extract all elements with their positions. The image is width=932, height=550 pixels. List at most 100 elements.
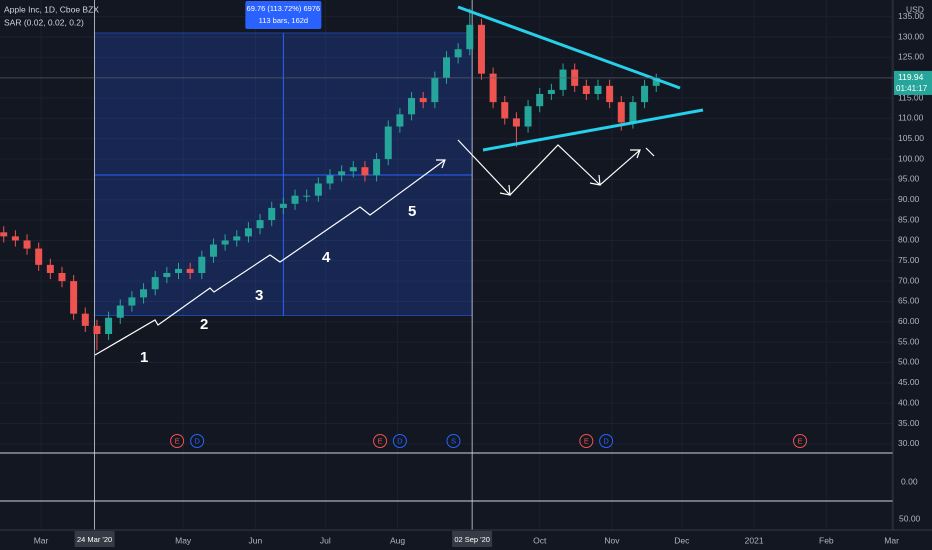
candle-body (326, 175, 334, 184)
y-tick-label: 135.00 (898, 11, 924, 21)
candle-body (93, 325, 101, 335)
crosshair-label: 24 Mar '20 (77, 535, 112, 544)
y-tick-label: 70.00 (898, 275, 920, 285)
x-tick-label: Oct (533, 535, 547, 545)
candle-body (512, 118, 520, 127)
candle-body (11, 236, 19, 241)
candle-body (559, 69, 567, 90)
y-tick-label: 55.00 (898, 336, 920, 346)
candle-body (116, 305, 124, 318)
candle-body (175, 268, 183, 273)
candle-body (198, 256, 206, 273)
candle-body (384, 126, 392, 160)
candle-body (314, 183, 322, 196)
crosshair-label-bg (452, 531, 493, 547)
wave-label: 5 (408, 203, 416, 220)
event-marker (793, 434, 808, 448)
event-label: D (397, 436, 403, 445)
candle-body (489, 73, 497, 103)
x-tick-label: Dec (674, 535, 690, 545)
event-marker (392, 434, 407, 448)
candle-body (256, 220, 264, 229)
arrow-head (436, 159, 446, 169)
candle-body (582, 85, 590, 94)
crosshair-label-bg (74, 531, 115, 547)
y-tick-label: 125.00 (898, 52, 924, 62)
y-tick-label: 65.00 (898, 296, 920, 306)
candle-body (128, 297, 136, 306)
candle-body (606, 85, 614, 103)
candle-body (105, 317, 113, 335)
zigzag (457, 139, 641, 196)
event-marker (579, 434, 594, 448)
candle-body (641, 85, 649, 103)
candle-body (396, 114, 404, 127)
y-tick-label: 80.00 (898, 235, 920, 245)
x-tick-label: Mar (884, 535, 899, 545)
candle-body (163, 272, 171, 278)
candle-body (81, 313, 89, 326)
trendline (482, 108, 704, 152)
x-tick-label: 2021 (745, 535, 764, 545)
y-tick-label: 40.00 (898, 397, 920, 407)
event-marker (446, 434, 461, 448)
y-tick-label: 100.00 (898, 153, 924, 163)
candle-body (233, 236, 241, 241)
pane-label: 50.00 (899, 513, 921, 523)
y-tick-label: 30.00 (898, 438, 920, 448)
candle-body (186, 268, 194, 273)
x-tick-label: Nov (604, 535, 620, 545)
trendline (457, 5, 681, 90)
y-tick-label: 85.00 (898, 214, 920, 224)
event-label: E (378, 436, 383, 445)
candle-body (244, 228, 252, 237)
arrow-head (630, 149, 641, 159)
arrow-stub (645, 147, 655, 157)
wave-label: 2 (200, 316, 208, 333)
candle-body (279, 203, 287, 208)
x-tick-label: May (175, 535, 192, 545)
x-tick-label: Jul (320, 535, 331, 545)
y-tick-label: 95.00 (898, 174, 920, 184)
candle-body (501, 102, 509, 119)
y-tick-label: 35.00 (898, 418, 920, 428)
candle-body (524, 106, 532, 127)
y-tick-label: 75.00 (898, 255, 920, 265)
currency: USD (906, 4, 924, 14)
measure-label: 113 bars, 162d (259, 16, 308, 25)
x-tick-label: Mar (34, 535, 49, 545)
wave-label: 1 (140, 349, 148, 366)
candle-body (373, 159, 381, 176)
event-label: E (584, 436, 589, 445)
event-marker (373, 434, 388, 448)
candle-body (629, 102, 637, 123)
event-label: S (451, 436, 456, 445)
candle-body (477, 24, 485, 74)
candle-body (291, 195, 299, 204)
x-tick-label: Jun (249, 535, 263, 545)
event-label: D (603, 436, 609, 445)
event-label: D (194, 436, 200, 445)
candle-body (419, 98, 427, 103)
candle-body (349, 167, 357, 172)
candle-body (303, 195, 311, 197)
measure-label-bg (245, 1, 322, 29)
candle-body (594, 85, 602, 94)
candle-body (0, 232, 8, 237)
candle-body (151, 277, 159, 290)
y-tick-label: 90.00 (898, 194, 920, 204)
y-tick-label: 130.00 (898, 31, 924, 41)
y-tick-label: 50.00 (898, 357, 920, 367)
wave-line (94, 159, 446, 356)
y-tick-label: 110.00 (898, 113, 924, 123)
x-tick-label: Feb (819, 535, 834, 545)
candle-body (536, 93, 544, 107)
candle-body (268, 207, 276, 221)
candle-body (617, 102, 625, 123)
candle-body (70, 281, 78, 314)
crosshair-label: 02 Sep '20 (454, 535, 490, 544)
pane-label: 0.00 (901, 476, 918, 486)
candle-body (361, 167, 369, 176)
candle-body (58, 272, 66, 282)
candle-body (35, 248, 43, 265)
